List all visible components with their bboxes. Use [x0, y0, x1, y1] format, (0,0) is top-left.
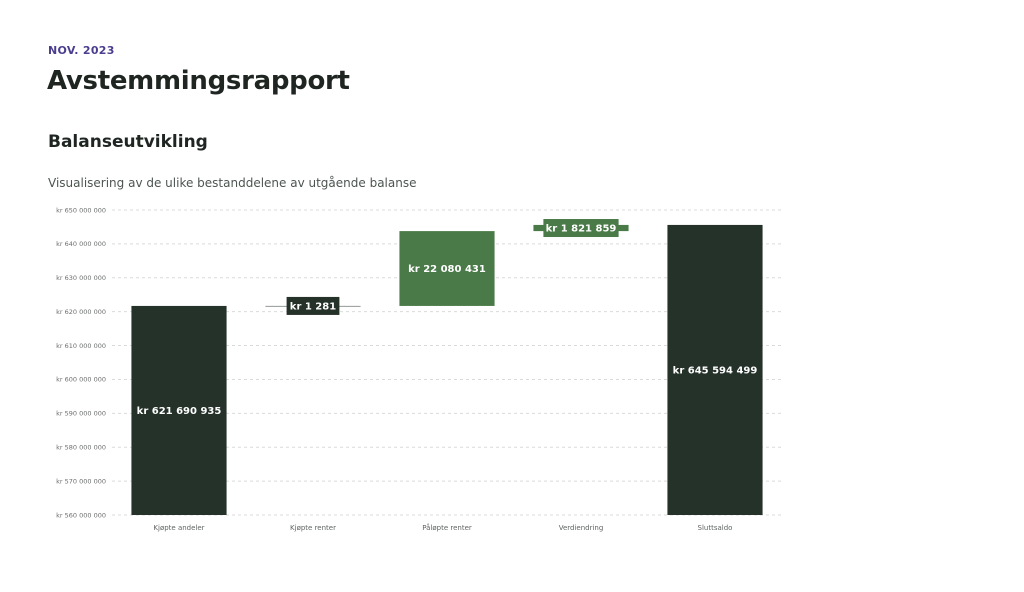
- bar-label-tag: [543, 219, 619, 238]
- x-category-label: Kjøpte renter: [290, 524, 336, 532]
- y-tick-label: kr 630 000 000: [56, 274, 106, 282]
- y-tick-label: kr 560 000 000: [56, 511, 106, 519]
- bar-value-label: kr 1 821 859: [546, 224, 617, 235]
- bar-value-label: kr 1 281: [290, 301, 336, 312]
- x-category-label: Kjøpte andeler: [153, 524, 204, 532]
- y-tick-label: kr 590 000 000: [56, 410, 106, 418]
- x-category-label: Sluttsaldo: [698, 524, 733, 532]
- section-title: Balanseutvikling: [48, 132, 208, 152]
- bar-value-label: kr 645 594 499: [673, 365, 758, 376]
- bar-value-label: kr 621 690 935: [137, 406, 222, 417]
- waterfall-bar: [131, 305, 227, 515]
- waterfall-bar: [399, 231, 495, 306]
- waterfall-bar: [667, 224, 763, 515]
- bar-value-label: kr 22 080 431: [408, 264, 486, 275]
- y-tick-label: kr 640 000 000: [56, 240, 106, 248]
- y-tick-label: kr 570 000 000: [56, 477, 106, 485]
- page-title: Avstemmingsrapport: [47, 66, 350, 96]
- x-category-label: Verdiendring: [559, 524, 604, 532]
- y-tick-label: kr 620 000 000: [56, 308, 106, 316]
- y-tick-label: kr 650 000 000: [56, 206, 106, 214]
- bar-label-tag: [286, 296, 340, 315]
- y-tick-label: kr 610 000 000: [56, 342, 106, 350]
- report-period: NOV. 2023: [48, 44, 115, 57]
- x-category-label: Påløpte renter: [422, 523, 472, 532]
- chart-subtitle: Visualisering av de ulike bestanddelene …: [48, 176, 417, 190]
- y-tick-label: kr 600 000 000: [56, 376, 106, 384]
- y-tick-label: kr 580 000 000: [56, 444, 106, 452]
